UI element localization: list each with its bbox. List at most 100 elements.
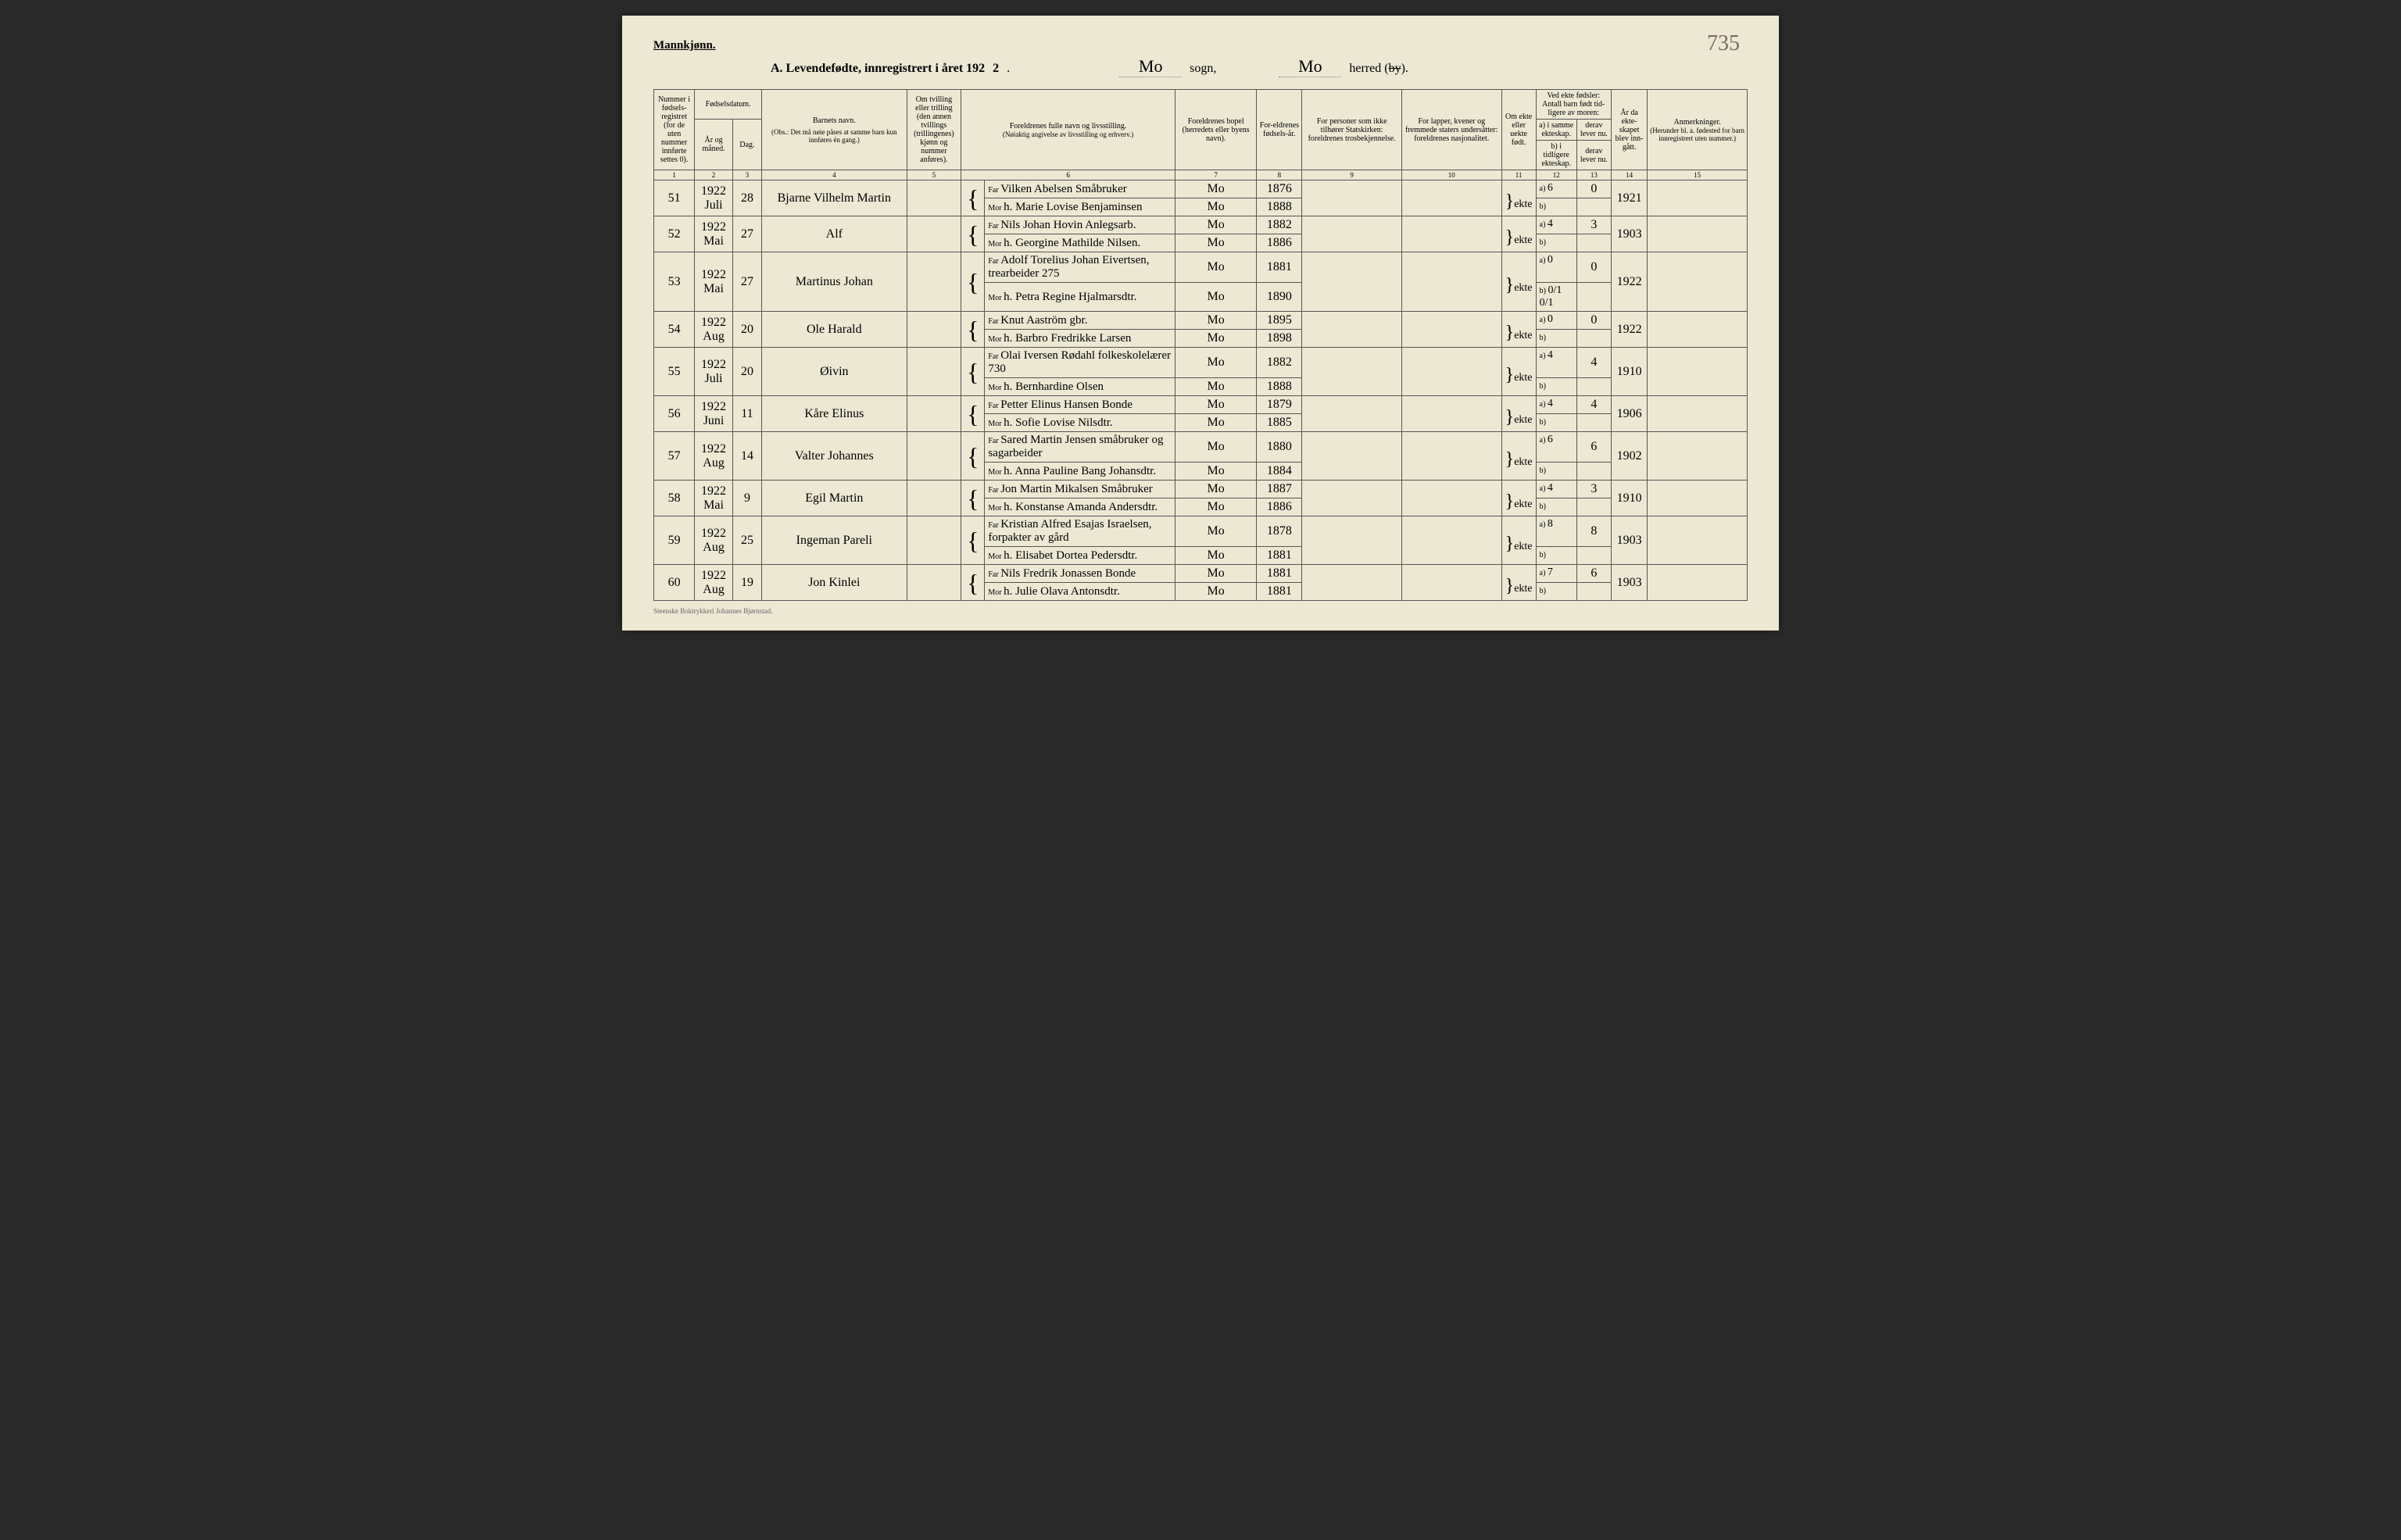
entry-bopel-mor: Mo xyxy=(1175,198,1256,216)
entry-marriage-year: 1903 xyxy=(1611,565,1647,601)
entry-bopel-mor: Mo xyxy=(1175,234,1256,252)
entry-twin xyxy=(907,216,961,252)
table-row: 531922Mai27Martinus Johan{Far Adolf Tore… xyxy=(654,252,1748,283)
entry-nationality xyxy=(1401,216,1501,252)
entry-13a: 4 xyxy=(1576,396,1611,414)
entry-religion xyxy=(1302,516,1402,565)
entry-number: 57 xyxy=(654,432,695,481)
entry-child-name: Valter Johannes xyxy=(762,432,907,481)
entry-birthyear-mor: 1886 xyxy=(1257,234,1302,252)
col-6-note: (Nøiaktig angivelse av livsstilling og e… xyxy=(964,130,1172,138)
entry-remarks xyxy=(1648,516,1748,565)
coln-15: 15 xyxy=(1648,170,1748,180)
entry-12a: a) 4 xyxy=(1536,348,1576,378)
entry-birthyear-mor: 1884 xyxy=(1257,463,1302,481)
table-row: 591922Aug25Ingeman Pareli{Far Kristian A… xyxy=(654,516,1748,547)
col-8-header: For-eldrenes fødsels-år. xyxy=(1257,90,1302,170)
entry-number: 58 xyxy=(654,481,695,516)
entry-year-month: 1922Mai xyxy=(695,481,733,516)
sogn-value: Mo xyxy=(1119,56,1182,77)
entry-ekte: }ekte xyxy=(1501,432,1536,481)
entry-12a: a) 6 xyxy=(1536,180,1576,198)
entry-remarks xyxy=(1648,216,1748,252)
entry-remarks xyxy=(1648,481,1748,516)
entry-number: 53 xyxy=(654,252,695,312)
entry-13a: 6 xyxy=(1576,565,1611,583)
entry-12a: a) 4 xyxy=(1536,216,1576,234)
entry-bopel-mor: Mo xyxy=(1175,583,1256,601)
entry-13b xyxy=(1576,198,1611,216)
entry-marriage-year: 1903 xyxy=(1611,516,1647,565)
entry-religion xyxy=(1302,432,1402,481)
entry-religion xyxy=(1302,565,1402,601)
entry-13b xyxy=(1576,498,1611,516)
title-prefix: A. Levendefødte, innregistrert i året 19… xyxy=(771,62,985,76)
brace-icon: { xyxy=(961,432,985,481)
entry-bopel-mor: Mo xyxy=(1175,498,1256,516)
entry-twin xyxy=(907,396,961,432)
entry-13b xyxy=(1576,378,1611,396)
entry-year-month: 1922Aug xyxy=(695,432,733,481)
entry-13b xyxy=(1576,234,1611,252)
entry-birthyear-mor: 1890 xyxy=(1257,283,1302,312)
entry-12a: a) 6 xyxy=(1536,432,1576,463)
entry-birthyear-far: 1876 xyxy=(1257,180,1302,198)
brace-icon: { xyxy=(961,252,985,312)
coln-14: 14 xyxy=(1611,170,1647,180)
entry-child-name: Bjarne Vilhelm Martin xyxy=(762,180,907,216)
entry-birthyear-far: 1878 xyxy=(1257,516,1302,547)
entry-13b xyxy=(1576,547,1611,565)
entry-birthyear-mor: 1888 xyxy=(1257,198,1302,216)
entry-remarks xyxy=(1648,396,1748,432)
entry-13b xyxy=(1576,330,1611,348)
entry-ekte: }ekte xyxy=(1501,312,1536,348)
herred-label: herred (by). xyxy=(1349,62,1408,76)
brace-icon: { xyxy=(961,481,985,516)
col-4-note: (Obs.: Det må nøie påses at samme barn k… xyxy=(764,128,904,144)
entry-bopel-mor: Mo xyxy=(1175,378,1256,396)
entry-child-name: Øivin xyxy=(762,348,907,396)
entry-day: 20 xyxy=(732,312,761,348)
entry-remarks xyxy=(1648,565,1748,601)
entry-year-month: 1922Juni xyxy=(695,396,733,432)
entry-nationality xyxy=(1401,252,1501,312)
entry-ekte: }ekte xyxy=(1501,348,1536,396)
entry-birthyear-far: 1882 xyxy=(1257,216,1302,234)
entry-child-name: Kåre Elinus xyxy=(762,396,907,432)
entry-year-month: 1922Juli xyxy=(695,180,733,216)
coln-13: 13 xyxy=(1576,170,1611,180)
entry-mother: Mor h. Elisabet Dortea Pedersdtr. xyxy=(985,547,1175,565)
entry-father: Far Kristian Alfred Esajas Israelsen, fo… xyxy=(985,516,1175,547)
col-12-top: Ved ekte fødsler: Antall barn født tid-l… xyxy=(1536,90,1611,120)
entry-13b xyxy=(1576,583,1611,601)
entry-13a: 0 xyxy=(1576,312,1611,330)
entry-13a: 0 xyxy=(1576,252,1611,283)
ledger-page: 735 Mannkjønn. A. Levendefødte, innregis… xyxy=(622,16,1779,631)
entry-number: 60 xyxy=(654,565,695,601)
entry-religion xyxy=(1302,312,1402,348)
col-13b-header: derav lever nu. xyxy=(1576,141,1611,170)
col-12a-header: a) i samme ekteskap. xyxy=(1536,120,1576,141)
entry-13a: 3 xyxy=(1576,216,1611,234)
entry-father: Far Vilken Abelsen Småbruker xyxy=(985,180,1175,198)
entry-day: 27 xyxy=(732,252,761,312)
entry-day: 9 xyxy=(732,481,761,516)
gender-label: Mannkjønn. xyxy=(653,39,716,52)
entry-day: 11 xyxy=(732,396,761,432)
entry-12b: b) xyxy=(1536,547,1576,565)
entry-day: 25 xyxy=(732,516,761,565)
brace-icon: { xyxy=(961,348,985,396)
entry-year-month: 1922Juli xyxy=(695,348,733,396)
entry-year-month: 1922Mai xyxy=(695,252,733,312)
col-9-header: For personer som ikke tilhører Statskirk… xyxy=(1302,90,1402,170)
col-2b-header: Dag. xyxy=(732,120,761,170)
entry-bopel-mor: Mo xyxy=(1175,547,1256,565)
entry-day: 14 xyxy=(732,432,761,481)
entry-12a: a) 4 xyxy=(1536,481,1576,498)
entry-nationality xyxy=(1401,432,1501,481)
table-row: 571922Aug14Valter Johannes{Far Sared Mar… xyxy=(654,432,1748,463)
entry-number: 52 xyxy=(654,216,695,252)
coln-9: 9 xyxy=(1302,170,1402,180)
entry-ekte: }ekte xyxy=(1501,252,1536,312)
entry-twin xyxy=(907,432,961,481)
